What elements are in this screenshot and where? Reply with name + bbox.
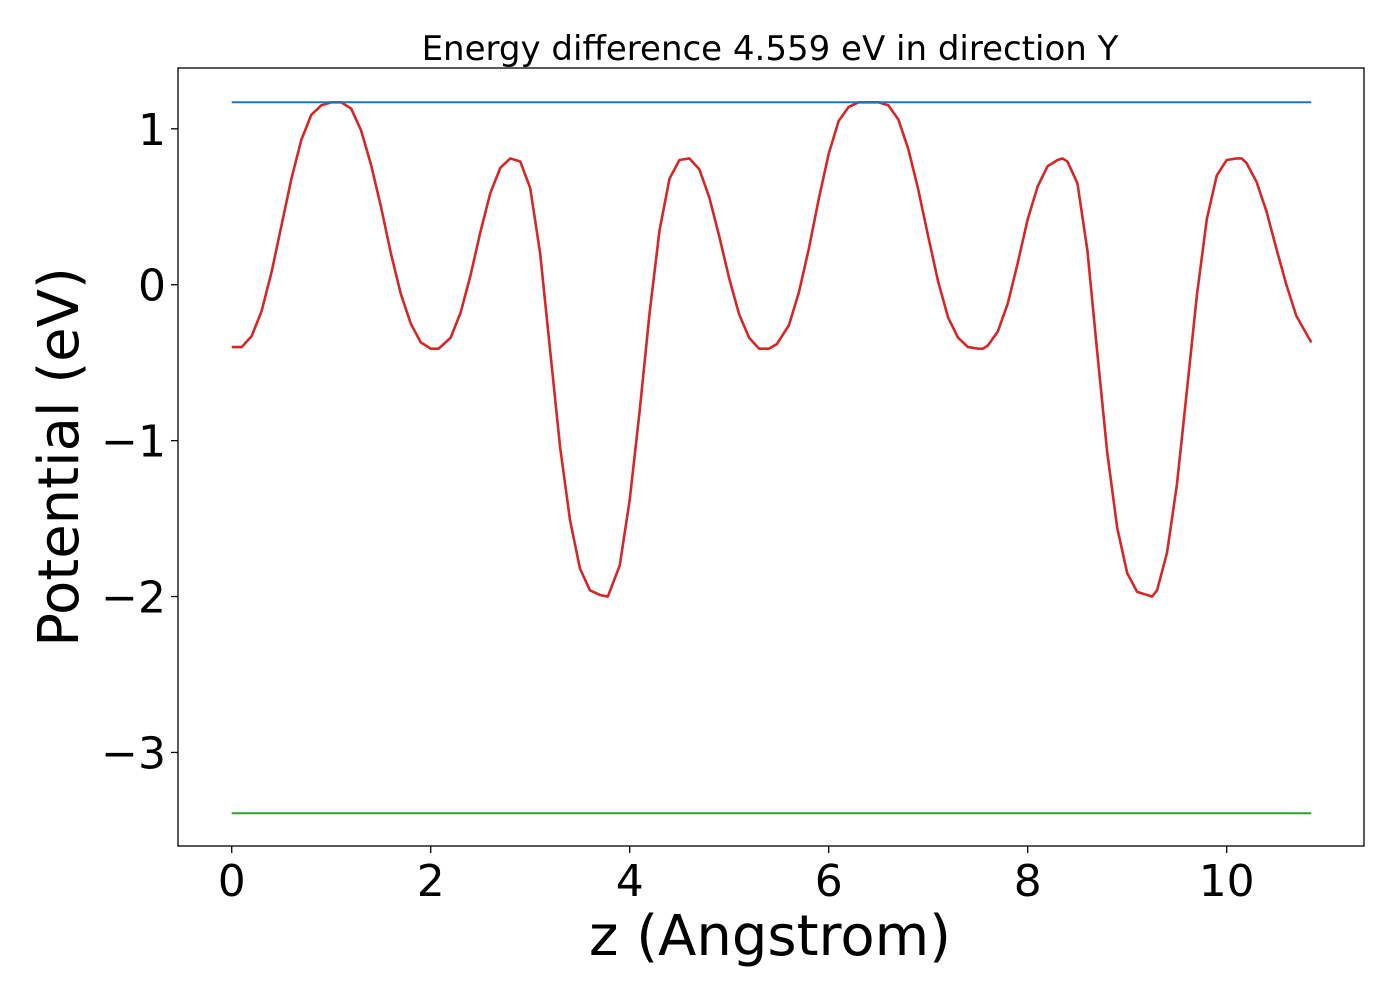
y-tick-label: 0 <box>138 261 166 312</box>
chart-title: Energy difference 4.559 eV in direction … <box>422 29 1119 69</box>
x-tick-label: 10 <box>1199 856 1255 907</box>
series-potential-line <box>231 101 1313 598</box>
y-axis-label: Potential (eV) <box>27 267 92 647</box>
x-tick-label: 8 <box>1014 856 1042 907</box>
x-axis-ticks: 0 2 4 6 8 10 <box>218 846 1255 907</box>
series-layer <box>231 101 1313 815</box>
x-tick-label: 2 <box>417 856 445 907</box>
y-tick-label: −3 <box>101 728 166 779</box>
x-tick-label: 4 <box>616 856 644 907</box>
y-tick-label: −1 <box>101 417 166 468</box>
x-axis-label: z (Angstrom) <box>589 904 951 969</box>
plot-frame <box>177 67 1365 847</box>
y-tick-label: −2 <box>101 573 166 624</box>
y-tick-label: 1 <box>138 105 166 156</box>
x-tick-label: 6 <box>815 856 843 907</box>
x-tick-label: 0 <box>218 856 246 907</box>
y-axis-ticks: 1 0 −1 −2 −3 <box>101 105 178 779</box>
